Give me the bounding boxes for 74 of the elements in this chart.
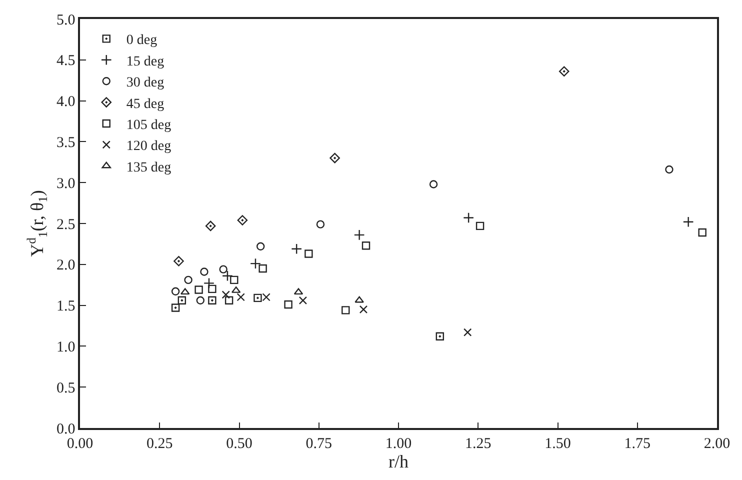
point <box>230 276 238 284</box>
point <box>262 293 270 302</box>
x-axis-title: r/h <box>388 452 408 472</box>
point <box>476 222 484 230</box>
point <box>219 265 228 274</box>
legend-label: 105 deg <box>126 118 172 133</box>
point <box>342 306 350 314</box>
y-tick-label: 4.5 <box>56 53 76 70</box>
y-tick-label: 1.5 <box>56 298 76 315</box>
point <box>222 290 230 299</box>
y-tick-label: 5.0 <box>56 12 76 28</box>
point <box>178 296 186 304</box>
point <box>284 300 292 309</box>
point <box>250 258 261 270</box>
point <box>362 241 370 250</box>
point <box>256 242 265 250</box>
point <box>180 288 190 295</box>
point <box>558 66 570 76</box>
y-tick-label: 0.0 <box>56 421 76 438</box>
point <box>429 180 438 188</box>
point <box>196 296 204 304</box>
point <box>682 216 694 228</box>
x-tick-label: 1.75 <box>624 436 651 452</box>
point <box>354 229 365 240</box>
x-tick-label: 0.50 <box>226 436 252 452</box>
y-tick-label: 4.0 <box>56 94 76 110</box>
point <box>208 284 216 294</box>
x-tick-label: 2.00 <box>704 436 730 452</box>
point <box>208 296 216 304</box>
point <box>298 296 308 304</box>
y-tick-label: 1.0 <box>56 339 76 356</box>
point <box>224 296 234 304</box>
y-tick-label: 3.0 <box>56 176 76 192</box>
point <box>291 243 302 254</box>
point <box>231 286 241 293</box>
y-tick-label: 0.5 <box>56 380 76 396</box>
point <box>200 268 208 276</box>
x-tick-label: 1.25 <box>465 436 492 452</box>
point <box>359 305 368 314</box>
y-tick-label: 2.5 <box>56 216 76 233</box>
point <box>194 286 203 294</box>
x-tick-label: 0.00 <box>66 436 94 452</box>
point <box>436 332 444 340</box>
point <box>254 294 262 302</box>
legend-label: 45 deg <box>126 96 164 112</box>
x-tick-label: 1.50 <box>544 436 571 452</box>
point <box>354 296 364 303</box>
point <box>463 212 474 224</box>
point <box>330 152 340 164</box>
point <box>237 215 248 226</box>
y-tick-label: 3.5 <box>56 134 76 151</box>
point <box>174 256 184 266</box>
point <box>464 328 472 336</box>
point <box>171 287 180 296</box>
point <box>258 264 267 273</box>
point <box>304 250 313 258</box>
point <box>184 276 192 284</box>
legend-label: 0 deg <box>126 33 158 48</box>
point <box>222 270 233 282</box>
legend-label: 15 deg <box>126 54 164 70</box>
point <box>294 288 304 295</box>
legend-label: 135 deg <box>126 160 172 176</box>
legend-label: 30 deg <box>126 76 164 91</box>
point <box>665 165 674 174</box>
x-tick-label: 0.75 <box>306 436 332 452</box>
x-tick-label: 1.00 <box>385 436 412 452</box>
point <box>698 228 706 237</box>
point <box>171 304 180 312</box>
y-tick-label: 2.0 <box>56 258 76 274</box>
point <box>236 293 245 302</box>
x-tick-label: 0.25 <box>146 436 173 452</box>
legend-label: 120 deg <box>126 139 172 154</box>
point <box>316 220 325 228</box>
point <box>205 220 216 232</box>
